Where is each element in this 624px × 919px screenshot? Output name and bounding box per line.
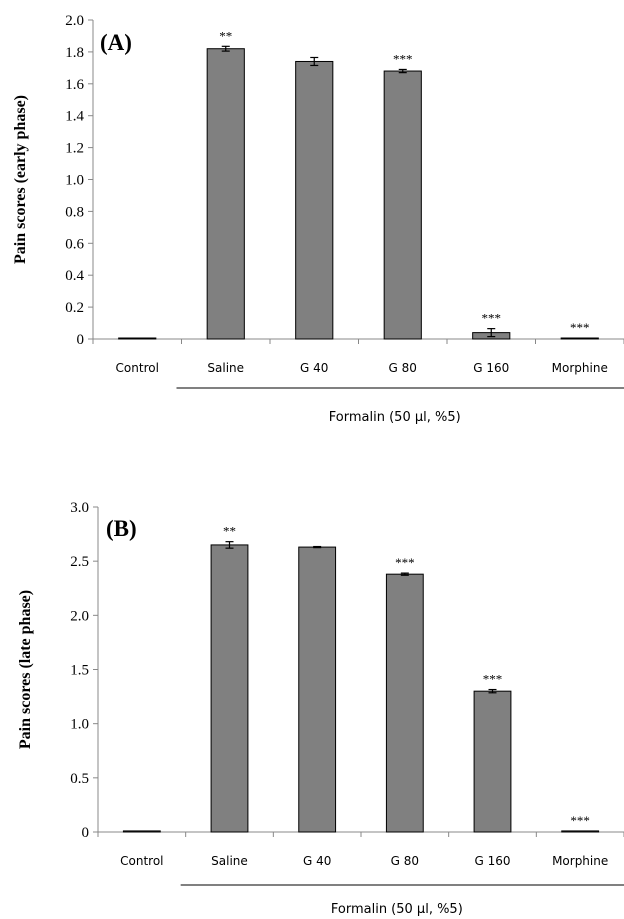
significance-mark: ** xyxy=(219,28,232,43)
bar-morphine xyxy=(561,830,600,833)
bar-control xyxy=(118,337,157,340)
y-tick-label: 2.5 xyxy=(70,554,89,570)
category-label: Morphine xyxy=(552,854,608,868)
significance-mark: *** xyxy=(483,672,503,687)
category-label: G 40 xyxy=(303,854,331,868)
panel-label: (B) xyxy=(106,516,137,541)
significance-mark: *** xyxy=(395,555,415,570)
bar-g-80 xyxy=(385,573,424,833)
y-axis-title: Pain scores (early phase) xyxy=(12,95,29,264)
y-tick-label: 0.4 xyxy=(65,268,84,284)
y-tick-label: 1.0 xyxy=(70,717,89,733)
y-axis-title: Pain scores (late phase) xyxy=(17,590,34,749)
y-tick-label: 0.5 xyxy=(70,771,89,787)
y-tick-label: 1.8 xyxy=(65,45,84,61)
y-tick-label: 2.0 xyxy=(65,13,84,29)
bar-control xyxy=(122,830,161,833)
bar-g-80 xyxy=(383,70,422,340)
significance-mark: *** xyxy=(570,813,590,828)
y-tick-label: 0.6 xyxy=(65,236,84,252)
y-tick-label: 0 xyxy=(77,332,85,348)
bar-morphine xyxy=(560,337,599,340)
y-tick-label: 1.2 xyxy=(65,141,84,157)
category-label: Saline xyxy=(207,361,244,375)
bar-saline xyxy=(210,544,249,833)
y-tick-label: 1.5 xyxy=(70,663,89,679)
significance-mark: *** xyxy=(570,320,590,335)
significance-mark: *** xyxy=(393,51,413,66)
y-tick-label: 2.0 xyxy=(70,608,89,624)
y-tick-label: 0 xyxy=(82,825,90,841)
category-label: G 80 xyxy=(389,361,417,375)
category-label: G 80 xyxy=(391,854,419,868)
bar-g-160 xyxy=(473,690,512,833)
category-label: G 160 xyxy=(473,361,509,375)
bar-saline xyxy=(206,48,245,340)
significance-mark: ** xyxy=(223,524,236,539)
y-tick-label: 0.2 xyxy=(65,300,84,316)
y-tick-label: 1.6 xyxy=(65,77,84,93)
y-tick-label: 1.0 xyxy=(65,173,84,189)
significance-mark: *** xyxy=(482,311,502,326)
panel-label: (A) xyxy=(100,30,132,55)
y-tick-label: 1.4 xyxy=(65,109,84,125)
bar-g-40 xyxy=(298,546,337,833)
category-label: Control xyxy=(116,361,159,375)
category-label: G 160 xyxy=(474,854,510,868)
chart-panel-a: 0 0.2 0.4 0.6 0.8 1.0 1.2 1.4 1.6 1.8 2.0 Control **… xyxy=(12,13,624,425)
y-tick-label: 3.0 xyxy=(70,500,89,516)
group-label: Formalin (50 µl, %5) xyxy=(329,410,461,425)
category-label: Control xyxy=(120,854,163,868)
group-label: Formalin (50 µl, %5) xyxy=(331,902,463,917)
y-tick-label: 0.8 xyxy=(65,204,84,220)
category-label: Saline xyxy=(211,854,248,868)
chart-panel-b: 0 0.5 1.0 1.5 2.0 2.5 3.0 Control ** Saline G 40 **… xyxy=(17,500,624,917)
category-label: G 40 xyxy=(300,361,328,375)
category-label: Morphine xyxy=(552,361,608,375)
bar-g-40 xyxy=(295,60,334,340)
